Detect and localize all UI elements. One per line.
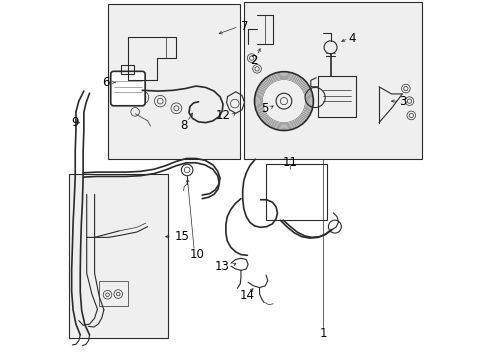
Text: 14: 14 (240, 289, 254, 302)
Text: 2: 2 (250, 54, 257, 67)
Bar (244, 3, 421, 159)
Text: 5: 5 (261, 103, 268, 116)
Text: 10: 10 (189, 248, 204, 261)
Text: 7: 7 (241, 20, 248, 33)
Text: 8: 8 (180, 119, 187, 132)
Text: 11: 11 (283, 156, 297, 169)
FancyBboxPatch shape (110, 71, 145, 106)
Text: 4: 4 (347, 32, 355, 45)
Bar (265, 164, 326, 220)
Bar (69, 174, 168, 338)
Bar (99, 281, 128, 306)
Text: 3: 3 (399, 95, 406, 108)
Text: 1: 1 (319, 327, 326, 340)
Text: 12: 12 (215, 109, 230, 122)
Text: 15: 15 (174, 230, 189, 243)
Text: 13: 13 (214, 260, 229, 273)
Text: 9: 9 (72, 116, 79, 129)
Bar (121, 65, 134, 74)
Bar (108, 4, 240, 159)
Text: 6: 6 (102, 76, 109, 89)
